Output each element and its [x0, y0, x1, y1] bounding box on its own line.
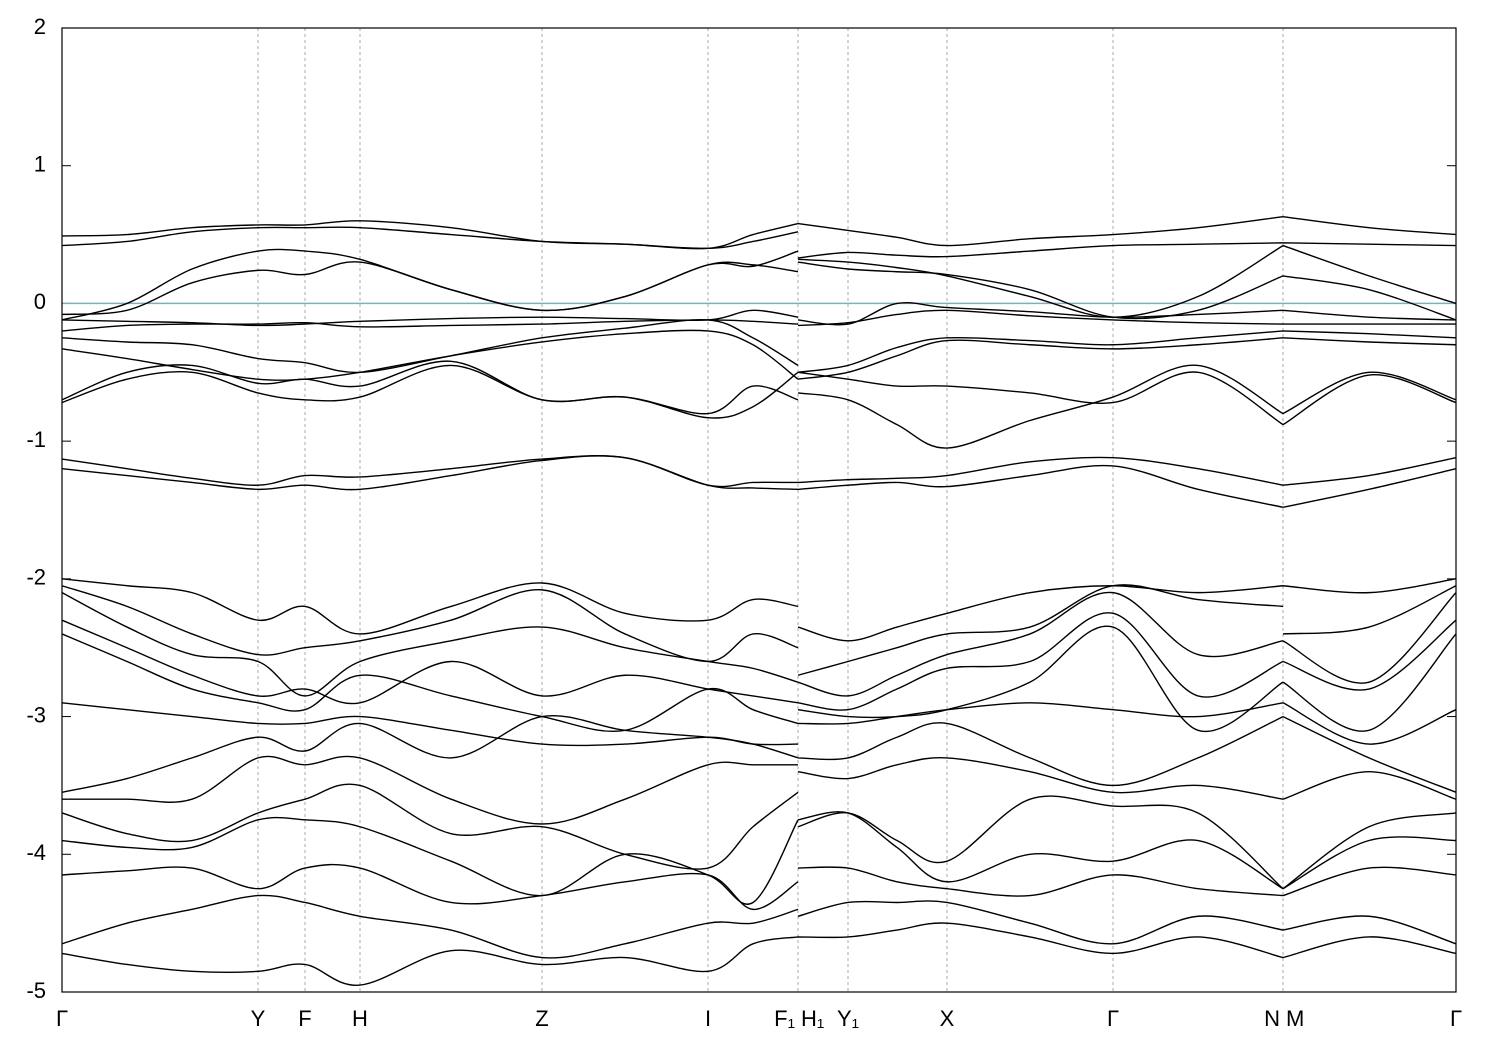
x-tick-label: N [1264, 1006, 1280, 1031]
x-tick-label: Γ [1450, 1006, 1462, 1031]
band-line [61, 364, 1457, 426]
y-tick-label: -1 [26, 427, 46, 452]
band-line [61, 811, 1457, 905]
y-tick-label: -4 [26, 840, 46, 865]
x-tick-label: X [940, 1006, 955, 1031]
x-tick-label: Γ [1107, 1006, 1119, 1031]
band-line [61, 455, 1457, 508]
x-tick-label: F [298, 1006, 311, 1031]
band-line [61, 360, 1457, 449]
band-line [61, 625, 1457, 733]
band-line [61, 783, 1457, 890]
x-tick-label: H₁ [801, 1006, 824, 1031]
band-line [61, 319, 1457, 373]
x-tick-label: Z [535, 1006, 548, 1031]
band-line [61, 329, 1457, 381]
band-line [61, 226, 1457, 259]
band-line [61, 578, 1457, 642]
x-tick-label: I [705, 1006, 711, 1031]
y-tick-label: -2 [26, 565, 46, 590]
band-line [61, 591, 1457, 697]
y-tick-label: 1 [34, 152, 46, 177]
x-tick-label: M [1286, 1006, 1304, 1031]
x-tick-label: Y [251, 1006, 266, 1031]
y-tick-label: 0 [34, 289, 46, 314]
y-tick-label: -5 [26, 978, 46, 1003]
band-line [61, 863, 1457, 911]
band-line [61, 715, 1457, 793]
band-line [61, 922, 1457, 986]
x-tick-label: Γ [56, 1006, 68, 1031]
band-line [62, 755, 1457, 825]
y-tick-label: 2 [34, 14, 46, 39]
x-tick-label: F₁ [774, 1006, 795, 1031]
band-line [61, 894, 1457, 959]
y-tick-label: -3 [26, 702, 46, 727]
band-line [61, 261, 1457, 321]
x-tick-label: Y₁ [837, 1006, 859, 1031]
plot-frame [61, 27, 1457, 993]
x-tick-label: H [352, 1006, 368, 1031]
